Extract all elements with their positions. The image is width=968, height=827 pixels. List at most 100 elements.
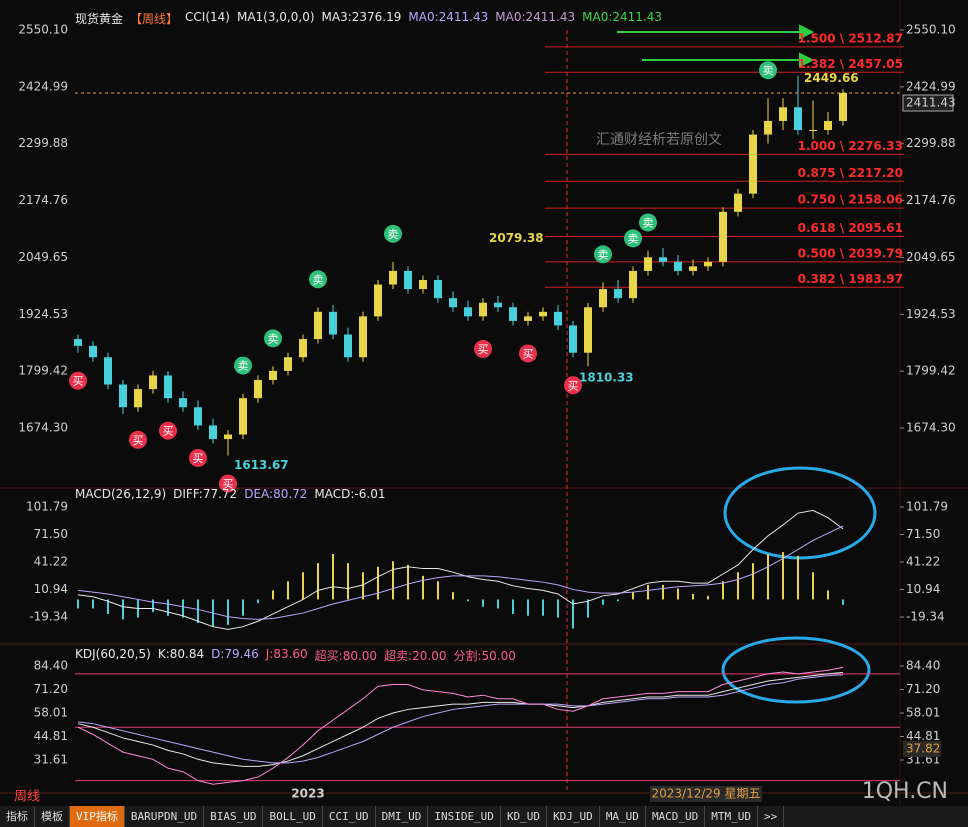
tab[interactable]: DMI_UD <box>376 806 429 827</box>
fib-label: 0.382 \ 1983.97 <box>798 272 903 286</box>
legend-item: D:79.46 <box>211 647 259 661</box>
buy-signal-label: 买 <box>223 478 234 491</box>
candle-body <box>599 289 607 308</box>
y-tick-label-left: 10.94 <box>34 582 68 596</box>
sell-signal <box>384 224 402 243</box>
y-tick-label: 71.20 <box>906 682 940 696</box>
sell-signal-label: 卖 <box>313 273 324 286</box>
legend-item: MA3:2376.19 <box>321 10 402 24</box>
candle-body <box>89 345 97 358</box>
buy-signal-label: 买 <box>193 452 204 465</box>
tab[interactable]: INSIDE_UD <box>428 806 501 827</box>
buy-signal <box>219 474 237 493</box>
y-tick-label-left: 2049.65 <box>18 250 68 264</box>
tab[interactable]: VIP指标 <box>70 806 125 827</box>
y-tick-label: 41.22 <box>906 555 940 569</box>
y-tick-label: 44.81 <box>906 729 940 743</box>
y-tick-label-left: 44.81 <box>34 729 68 743</box>
last-price-box <box>902 94 954 112</box>
tab[interactable]: BIAS_UD <box>204 806 264 827</box>
y-tick-label: -19.34 <box>906 610 945 624</box>
y-tick-label: 2424.99 <box>906 79 956 93</box>
buy-signal-label: 买 <box>163 425 174 438</box>
tab[interactable]: KDJ_UD <box>547 806 600 827</box>
sell-signal-label: 卖 <box>388 228 399 241</box>
price-annotation: 2449.66 <box>804 71 859 85</box>
candle-body <box>539 311 547 317</box>
y-tick-label-left: 1924.53 <box>18 307 68 321</box>
y-tick-label: 71.50 <box>906 527 940 541</box>
candle-body <box>704 261 712 267</box>
candle-body <box>554 311 562 326</box>
sell-signal-label: 卖 <box>763 64 774 77</box>
candle-body <box>299 339 307 358</box>
candle-body <box>389 270 397 285</box>
candle-body <box>284 357 292 371</box>
candle-body <box>329 311 337 335</box>
candle-body <box>659 257 667 262</box>
tab[interactable]: 指标 <box>0 806 35 827</box>
cursor-date-box <box>650 786 762 802</box>
tab[interactable]: MACD_UD <box>646 806 706 827</box>
site-watermark: 1QH.CN <box>862 779 948 804</box>
sell-signal <box>234 356 252 375</box>
candle-body <box>764 120 772 135</box>
tab[interactable]: BARUPDN_UD <box>125 806 205 827</box>
buy-signal <box>474 339 492 358</box>
candle-body <box>614 289 622 299</box>
panel-legend: 现货黄金 【周线】 CCI(14) MA1(3,0,0,0) MA3:2376.19 MA… <box>75 10 662 27</box>
highlight-ellipse <box>723 466 877 560</box>
candle-body <box>449 298 457 308</box>
price-annotation: 1810.33 <box>579 371 634 385</box>
candle-body <box>269 370 277 380</box>
indicator-line <box>77 509 844 630</box>
tab[interactable]: BOLL_UD <box>263 806 323 827</box>
y-tick-label-left: -19.34 <box>29 610 68 624</box>
candle-body <box>209 425 217 440</box>
candle-body <box>644 257 652 271</box>
arrows <box>617 24 815 68</box>
buy-signal <box>564 376 582 395</box>
tab[interactable]: >> <box>758 806 785 827</box>
tab[interactable]: CCI_UD <box>323 806 376 827</box>
legend-item: J:83.60 <box>265 647 308 661</box>
buy-signal-label: 买 <box>523 347 534 360</box>
y-tick-label: 2049.65 <box>906 250 956 264</box>
candle-body <box>164 375 172 399</box>
y-tick-label: 2174.76 <box>906 193 956 207</box>
fib-label: 0.875 \ 2217.20 <box>798 166 903 180</box>
legend-item: MA0:2411.43 <box>408 10 489 24</box>
y-tick-label: 2550.10 <box>906 22 956 36</box>
y-tick-label-left: 1799.42 <box>18 364 68 378</box>
legend-item: MACD:-6.01 <box>314 487 386 501</box>
buy-signal-label: 买 <box>133 434 144 447</box>
tab[interactable]: KD_UD <box>501 806 548 827</box>
y-tick-label: 2299.88 <box>906 136 956 150</box>
candle-body <box>509 307 517 321</box>
buy-signal-label: 买 <box>568 379 579 392</box>
period-label: 周线 <box>14 790 40 805</box>
candle-body <box>689 266 697 271</box>
candle-body <box>359 316 367 358</box>
legend-item: CCI(14) <box>185 10 230 24</box>
y-tick-label-left: 84.40 <box>34 658 68 672</box>
fib-label: 0.750 \ 2158.06 <box>798 193 903 207</box>
candle-body <box>719 211 727 262</box>
legend-item: MA1(3,0,0,0) <box>236 10 315 24</box>
tab-bar: 指标 模板 VIP指标 BARUPDN_UD BIAS_UD BOLL_UD CCI_UD D… <box>0 806 968 827</box>
candle-body <box>179 398 187 408</box>
fib-label: 1.382 \ 2457.05 <box>798 57 903 71</box>
x-year-label: 2023 <box>291 787 324 801</box>
fib-label: 1.000 \ 2276.33 <box>798 139 903 153</box>
candle-body <box>674 261 682 271</box>
candle-body <box>149 375 157 390</box>
sell-signal-label: 卖 <box>268 332 279 345</box>
buy-signal-label: 买 <box>73 375 84 388</box>
tab[interactable]: MA_UD <box>600 806 646 827</box>
candle-body <box>239 398 247 435</box>
y-tick-label-left: 2424.99 <box>18 79 68 93</box>
tab[interactable]: 模板 <box>35 806 70 827</box>
tab[interactable]: MTM_UD <box>705 806 759 827</box>
y-tick-label-left: 31.61 <box>34 752 68 766</box>
